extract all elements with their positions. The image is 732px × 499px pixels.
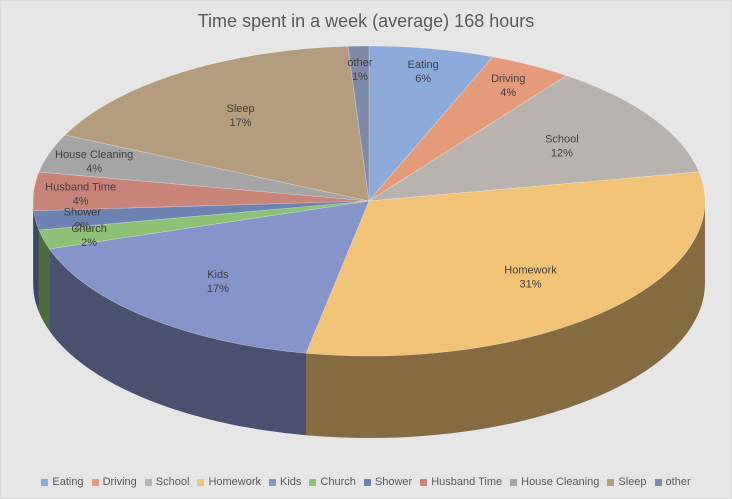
legend-item-house-cleaning: House Cleaning	[510, 476, 599, 488]
legend-item-kids: Kids	[269, 476, 301, 488]
pie-wall-church	[38, 230, 50, 331]
pie-slice-other	[347, 45, 370, 202]
legend-label: other	[665, 476, 691, 488]
slice-label-name: Kids	[207, 269, 229, 281]
pie-slice-church	[38, 200, 370, 250]
legend-swatch	[269, 478, 277, 486]
legend-label: Kids	[280, 476, 302, 488]
slice-label-percent: 17%	[207, 283, 229, 295]
pie-slice-sleep	[64, 45, 370, 202]
slice-label-percent: 2%	[74, 221, 90, 233]
slice-label-percent: 1%	[352, 71, 368, 83]
pie-slice-eating	[368, 45, 494, 202]
legend-label: Eating	[52, 476, 84, 488]
legend-swatch	[41, 478, 49, 486]
slice-label-percent: 4%	[73, 196, 89, 208]
pie-slice-school	[368, 75, 700, 202]
pie-side-walls	[33, 201, 706, 438]
pie-slice-driving	[368, 56, 568, 202]
legend-swatch	[607, 478, 615, 486]
slice-label-driving: Driving 4%	[491, 73, 525, 99]
legend-label: School	[155, 476, 190, 488]
slice-label-name: School	[545, 134, 579, 146]
legend-label: Church	[320, 476, 356, 488]
chart-title: Time spent in a week (average) 168 hours	[197, 11, 535, 31]
legend-label: Homework	[208, 476, 262, 488]
legend-swatch	[654, 478, 662, 486]
slice-label-kids: Kids 17%	[207, 269, 229, 295]
legend-label: Husband Time	[431, 476, 503, 488]
legend-item-homework: Homework	[197, 476, 261, 488]
legend-item-school: School	[144, 476, 190, 488]
legend-label: Shower	[374, 476, 413, 488]
slice-label-husband-time: Husband Time 4%	[45, 182, 116, 208]
legend-label: House Cleaning	[521, 476, 600, 488]
legend: Eating Driving School Homework Kids Church Sho…	[1, 476, 731, 488]
pie-wall-homework	[306, 201, 706, 438]
pie-wall-shower	[33, 210, 39, 313]
slice-label-name: other	[347, 57, 372, 69]
legend-item-husband-time: Husband Time	[420, 476, 502, 488]
legend-swatch	[91, 478, 99, 486]
pie-slice-husband-time	[32, 171, 370, 212]
legend-swatch	[309, 478, 317, 486]
slice-label-name: Sleep	[227, 103, 255, 115]
slice-label-percent: 17%	[230, 117, 252, 129]
slice-label-shower: Shower 2%	[64, 207, 102, 233]
pie-wall-kids	[49, 248, 307, 436]
slice-label-percent: 2%	[81, 237, 97, 249]
slice-label-name: Church	[71, 223, 106, 235]
slice-label-name: House Cleaning	[55, 149, 133, 161]
slice-label-eating: Eating 6%	[408, 59, 439, 85]
slice-label-percent: 4%	[86, 163, 102, 175]
legend-label: Driving	[102, 476, 137, 488]
legend-item-shower: Shower	[363, 476, 413, 488]
slice-label-other: other 1%	[347, 57, 372, 83]
legend-item-eating: Eating	[41, 476, 84, 488]
pie-chart: Eating 6% Driving 4% School 12% Homework 31% Kid…	[32, 45, 706, 438]
slice-label-percent: 6%	[415, 73, 431, 85]
slice-label-name: Eating	[408, 59, 439, 71]
legend-swatch	[510, 478, 518, 486]
slice-label-percent: 31%	[520, 279, 542, 291]
slice-label-house-cleaning: House Cleaning 4%	[55, 149, 133, 175]
legend-swatch	[420, 478, 428, 486]
slice-label-percent: 12%	[551, 148, 573, 160]
legend-label: Sleep	[618, 476, 647, 488]
pie-slice-shower	[33, 200, 370, 231]
pie-slice-homework	[305, 171, 706, 357]
slice-label-name: Driving	[491, 73, 525, 85]
slice-label-sleep: Sleep 17%	[227, 103, 255, 129]
pie-wall-husband-time	[33, 201, 34, 293]
legend-item-church: Church	[309, 476, 356, 488]
slice-label-percent: 4%	[500, 87, 516, 99]
legend-swatch	[363, 478, 371, 486]
pie-slice-house-cleaning	[38, 134, 370, 202]
slice-label-homework: Homework 31%	[504, 265, 557, 291]
pie-slice-kids	[48, 200, 370, 354]
legend-swatch	[197, 478, 205, 486]
slice-label-school: School 12%	[545, 134, 579, 160]
legend-item-sleep: Sleep	[607, 476, 647, 488]
slice-label-name: Shower	[64, 207, 102, 219]
legend-swatch	[144, 478, 152, 486]
slice-label-name: Homework	[504, 265, 557, 277]
legend-item-driving: Driving	[91, 476, 137, 488]
slice-label-name: Husband Time	[45, 182, 116, 194]
legend-item-other: other	[654, 476, 691, 488]
